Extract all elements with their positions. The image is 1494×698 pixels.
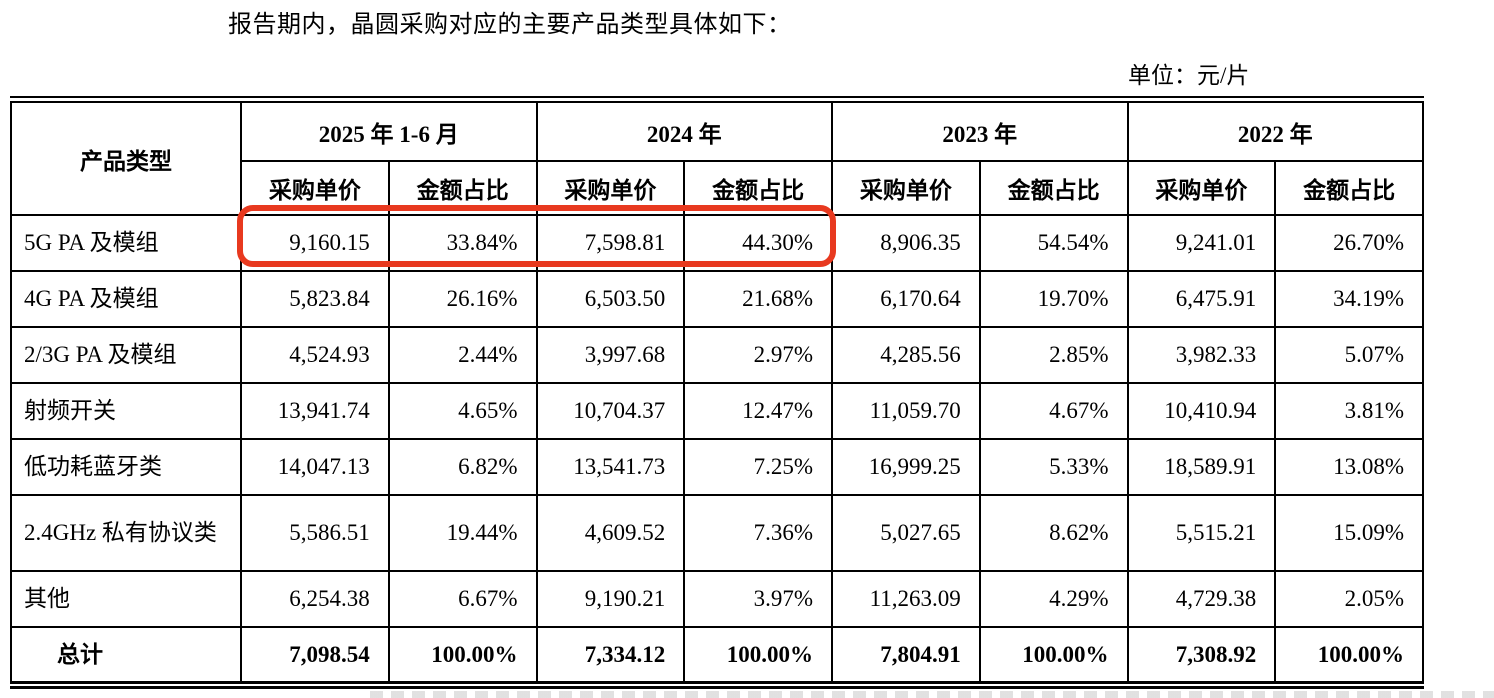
subheader-amount-share: 金额占比 [978, 160, 1129, 216]
table-cell: 4.67% [978, 382, 1129, 440]
table-cell: 6.82% [387, 438, 538, 496]
table-cell: 5,515.21 [1126, 494, 1277, 572]
table-cell: 44.30% [683, 214, 834, 272]
table-cell: 10,410.94 [1126, 382, 1277, 440]
table-cell: 7,334.12 [535, 626, 686, 686]
table-row: 其他 6,254.38 6.67% 9,190.21 3.97% 11,263.09 4.2… [10, 570, 1425, 628]
table-cell: 7,098.54 [240, 626, 390, 686]
table-cell: 4,285.56 [831, 326, 981, 384]
table-cell: 100.00% [978, 626, 1129, 686]
table-cell: 34.19% [1274, 270, 1425, 328]
table-cell: 11,059.70 [831, 382, 981, 440]
subheader-unit-price: 采购单价 [240, 160, 390, 216]
row-label: 2.4GHz 私有协议类 [10, 494, 242, 572]
table-cell: 4,524.93 [240, 326, 390, 384]
table-cell: 9,160.15 [240, 214, 390, 272]
table-cell: 5.33% [978, 438, 1129, 496]
table-cell: 8,906.35 [831, 214, 981, 272]
table-cell: 7,804.91 [831, 626, 981, 686]
table-cell: 9,190.21 [535, 570, 686, 628]
table-row: 2.4GHz 私有协议类 5,586.51 19.44% 4,609.52 7.36% 5… [10, 494, 1425, 572]
table-cell: 7.36% [683, 494, 834, 572]
table-cell: 2.05% [1274, 570, 1425, 628]
row-label: 总计 [10, 626, 242, 686]
subheader-unit-price: 采购单价 [831, 160, 981, 216]
table-cell: 19.44% [387, 494, 538, 572]
table-cell: 5,586.51 [240, 494, 390, 572]
table-cell: 13.08% [1274, 438, 1425, 496]
table-cell: 16,999.25 [831, 438, 981, 496]
table-cell: 14,047.13 [240, 438, 390, 496]
table-cell: 3,982.33 [1126, 326, 1277, 384]
table-cell: 4,729.38 [1126, 570, 1277, 628]
table-cell: 33.84% [387, 214, 538, 272]
row-label: 4G PA 及模组 [10, 270, 242, 328]
subheader-unit-price: 采购单价 [535, 160, 686, 216]
header-period-2022: 2022 年 [1126, 98, 1425, 162]
table-cell: 4,609.52 [535, 494, 686, 572]
subheader-amount-share: 金额占比 [683, 160, 834, 216]
table-cell: 100.00% [387, 626, 538, 686]
table-cell: 11,263.09 [831, 570, 981, 628]
table-cell: 15.09% [1274, 494, 1425, 572]
row-label: 其他 [10, 570, 242, 628]
table-cell: 7,598.81 [535, 214, 686, 272]
table-cell: 6,503.50 [535, 270, 686, 328]
header-product-type: 产品类型 [10, 98, 242, 216]
table-cell: 6,475.91 [1126, 270, 1277, 328]
data-table: 产品类型 2025 年 1-6 月 2024 年 2023 年 2022 年 采… [10, 96, 1425, 689]
table-cell: 26.16% [387, 270, 538, 328]
table-cell: 4.65% [387, 382, 538, 440]
subheader-amount-share: 金额占比 [387, 160, 538, 216]
table-cell: 10,704.37 [535, 382, 686, 440]
row-label: 5G PA 及模组 [10, 214, 242, 272]
table-row: 总计 7,098.54 100.00% 7,334.12 100.00% 7,804.91… [10, 626, 1425, 686]
table-cell: 7,308.92 [1126, 626, 1277, 686]
table-cell: 9,241.01 [1126, 214, 1277, 272]
wafer-procurement-table: 产品类型 2025 年 1-6 月 2024 年 2023 年 2022 年 采… [10, 96, 1425, 689]
header-period-2023: 2023 年 [831, 98, 1129, 162]
table-cell: 19.70% [978, 270, 1129, 328]
table-cell: 8.62% [978, 494, 1129, 572]
header-period-2025h1: 2025 年 1-6 月 [240, 98, 538, 162]
table-row: 射频开关 13,941.74 4.65% 10,704.37 12.47% 11,059.… [10, 382, 1425, 440]
table-cell: 12.47% [683, 382, 834, 440]
table-cell: 6,254.38 [240, 570, 390, 628]
table-cell: 26.70% [1274, 214, 1425, 272]
table-cell: 5.07% [1274, 326, 1425, 384]
table-cell: 100.00% [683, 626, 834, 686]
table-cell: 3.81% [1274, 382, 1425, 440]
table-row: 2/3G PA 及模组 4,524.93 2.44% 3,997.68 2.97% 4,2… [10, 326, 1425, 384]
table-cell: 5,027.65 [831, 494, 981, 572]
table-row: 低功耗蓝牙类 14,047.13 6.82% 13,541.73 7.25% 16,999… [10, 438, 1425, 496]
table-cell: 5,823.84 [240, 270, 390, 328]
subheader-unit-price: 采购单价 [1126, 160, 1277, 216]
table-cell: 4.29% [978, 570, 1129, 628]
table-cell: 3,997.68 [535, 326, 686, 384]
row-label: 2/3G PA 及模组 [10, 326, 242, 384]
table-cell: 7.25% [683, 438, 834, 496]
table-cell: 2.97% [683, 326, 834, 384]
table-cell: 100.00% [1274, 626, 1425, 686]
table-row: 5G PA 及模组 9,160.15 33.84% 7,598.81 44.30% 8,9… [10, 214, 1425, 272]
table-cell: 18,589.91 [1126, 438, 1277, 496]
table-cell: 2.44% [387, 326, 538, 384]
table-cell: 54.54% [978, 214, 1129, 272]
row-label: 射频开关 [10, 382, 242, 440]
table-cell: 13,541.73 [535, 438, 686, 496]
subheader-amount-share: 金额占比 [1274, 160, 1425, 216]
table-cell: 21.68% [683, 270, 834, 328]
header-period-2024: 2024 年 [535, 98, 834, 162]
table-cell: 13,941.74 [240, 382, 390, 440]
table-cell: 3.97% [683, 570, 834, 628]
table-cell: 2.85% [978, 326, 1129, 384]
unit-label: 单位：元/片 [1128, 63, 1250, 88]
row-label: 低功耗蓝牙类 [10, 438, 242, 496]
table-cell: 6,170.64 [831, 270, 981, 328]
table-cell: 6.67% [387, 570, 538, 628]
table-row: 4G PA 及模组 5,823.84 26.16% 6,503.50 21.68% 6,1… [10, 270, 1425, 328]
cropped-next-line [370, 691, 1494, 698]
intro-text: 报告期内，晶圆采购对应的主要产品类型具体如下： [228, 12, 792, 38]
